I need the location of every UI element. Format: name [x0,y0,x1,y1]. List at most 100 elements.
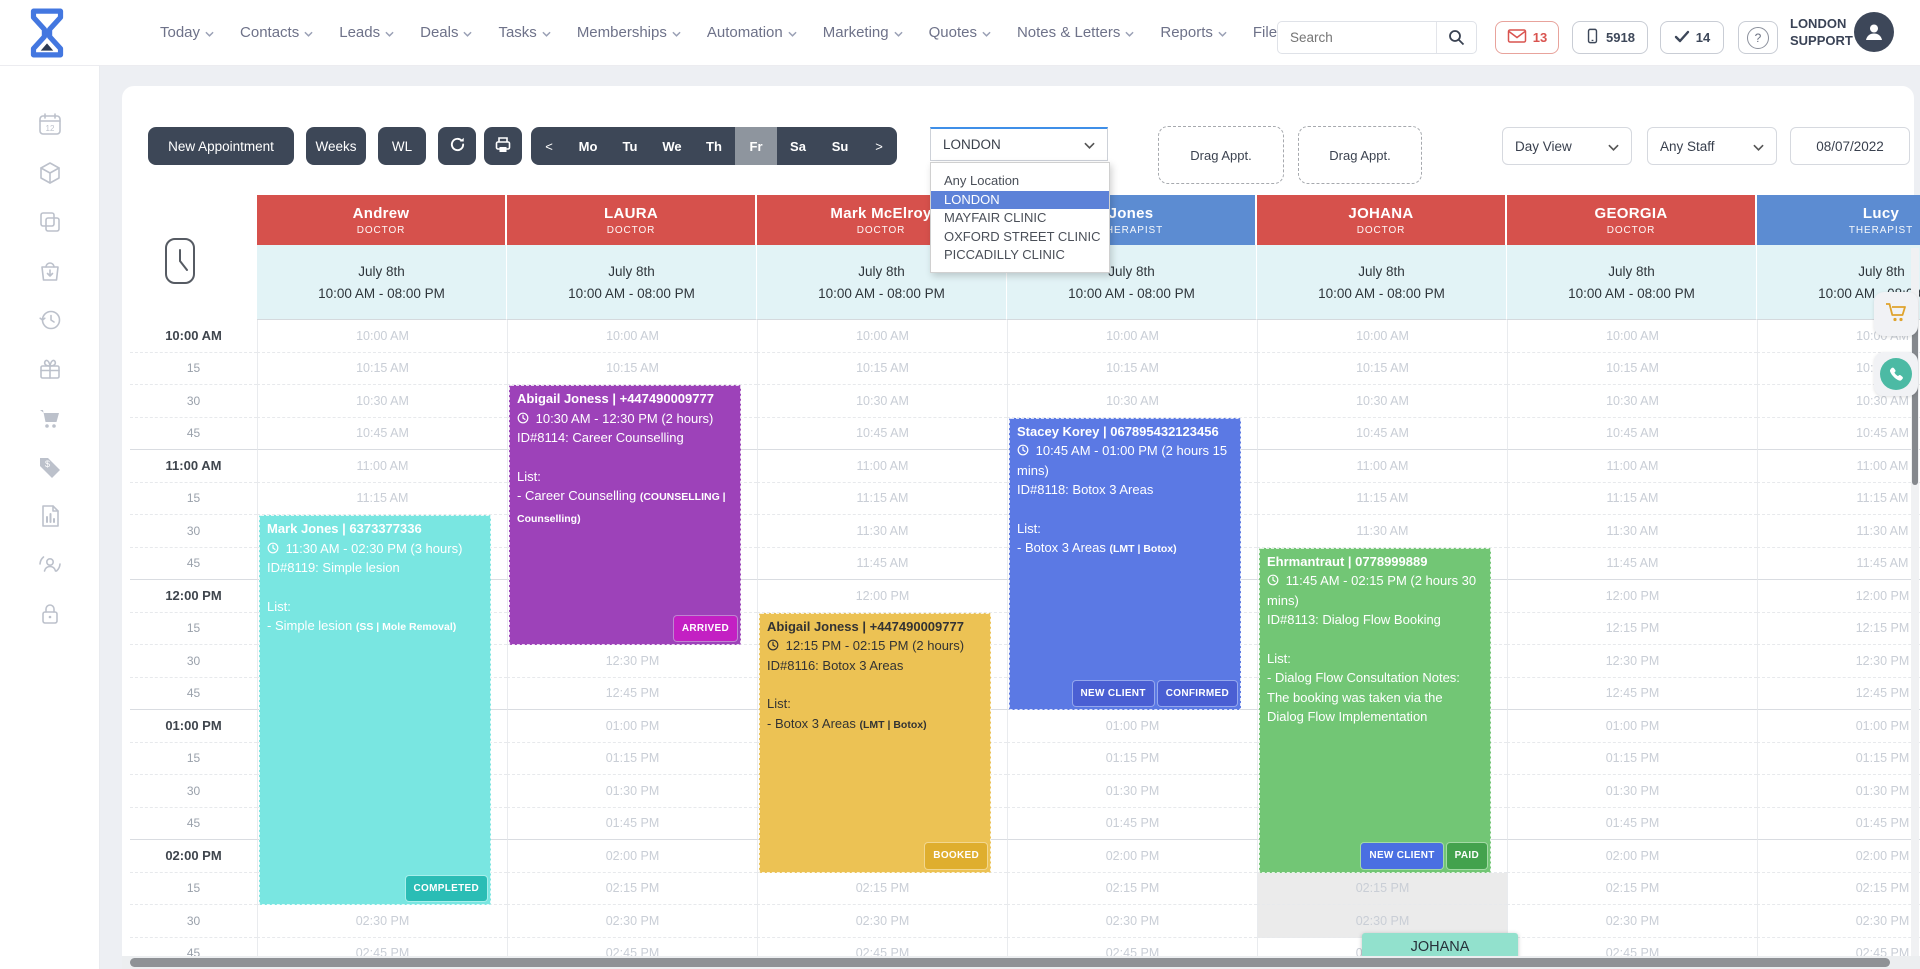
calendar-cell[interactable]: 10:00 AM [257,320,507,353]
calendar-cell[interactable]: 01:45 PM [507,807,757,840]
calendar-cell[interactable]: 02:30 PM [257,905,507,938]
nav-item-tasks[interactable]: Tasks [498,24,551,41]
calendar-cell[interactable]: 01:30 PM [507,775,757,808]
calendar-cell[interactable]: 10:15 AM [507,352,757,385]
calendar-cell[interactable]: 01:45 PM [1007,807,1257,840]
copy-icon[interactable] [37,209,63,235]
day-button-we[interactable]: We [662,138,682,154]
calendar-cell[interactable]: 02:00 PM [1507,840,1757,873]
calendar-cell[interactable]: 01:45 PM [1757,807,1920,840]
previous-day-button[interactable]: < [545,138,553,154]
appointment-card[interactable]: Mark Jones | 6373377336 11:30 AM - 02:30… [259,515,491,905]
calendar-cell[interactable]: 12:45 PM [507,677,757,710]
next-day-button[interactable]: > [875,138,883,154]
calendar-cell[interactable]: 10:00 AM [1007,320,1257,353]
calendar-cell[interactable]: 10:30 AM [257,385,507,418]
calendar-cell[interactable]: 01:45 PM [1507,807,1757,840]
day-button-su[interactable]: Su [831,138,849,154]
drag-appointment-slot-1[interactable]: Drag Appt. [1158,126,1284,184]
calendar-cell[interactable]: 12:00 PM [1507,580,1757,613]
calendar-cell[interactable]: 11:15 AM [1757,482,1920,515]
location-option-oxford-street-clinic[interactable]: OXFORD STREET CLINIC [944,228,1101,244]
calendar-cell[interactable]: 11:00 AM [257,450,507,483]
calendar-cell[interactable]: 12:30 PM [1507,645,1757,678]
calendar-cell[interactable]: 02:30 PM [1007,905,1257,938]
calendar-cell[interactable]: 10:15 AM [1257,352,1507,385]
nav-item-files[interactable]: Files [1253,24,1285,41]
tasks-button[interactable]: 14 [1660,21,1724,54]
search-input[interactable] [1278,22,1436,53]
location-select[interactable]: LONDON [930,127,1108,161]
calendar-cell[interactable]: 11:30 AM [1507,515,1757,548]
calendar-cell[interactable]: 02:30 PM [1507,905,1757,938]
cart-button[interactable] [1874,292,1918,336]
calendar-cell[interactable]: 01:15 PM [507,742,757,775]
nav-item-deals[interactable]: Deals [420,24,473,41]
help-button[interactable]: ? [1738,21,1778,54]
calendar-cell[interactable]: 02:00 PM [1757,840,1920,873]
print-button[interactable] [484,127,522,165]
call-button[interactable] [1874,352,1918,396]
calendar-cell[interactable]: 01:15 PM [1507,742,1757,775]
calendar-cell[interactable]: 12:30 PM [507,645,757,678]
nav-item-notes-letters[interactable]: Notes & Letters [1017,24,1134,41]
calendar-cell[interactable]: 01:00 PM [507,710,757,743]
calendar-cell[interactable]: 01:00 PM [1007,710,1257,743]
calendar-cell[interactable]: 02:00 PM [1007,840,1257,873]
calendar-cell[interactable]: 11:30 AM [1257,515,1507,548]
calendar-cell[interactable]: 10:00 AM [507,320,757,353]
calendar-cell[interactable]: 11:15 AM [1257,482,1507,515]
calendar-cell[interactable]: 02:15 PM [1507,872,1757,905]
drag-appointment-slot-2[interactable]: Drag Appt. [1298,126,1422,184]
calendar-cell[interactable]: 10:15 AM [1007,352,1257,385]
calendar-cell[interactable]: 01:15 PM [1007,742,1257,775]
calendar-cell[interactable]: 10:15 AM [257,352,507,385]
calendar-cell[interactable]: 12:30 PM [1757,645,1920,678]
calendar-cell[interactable]: 11:30 AM [1757,515,1920,548]
calendar-cell[interactable]: 10:45 AM [1257,417,1507,450]
calendar-cell[interactable]: 12:00 PM [1757,580,1920,613]
lock-icon[interactable] [37,601,63,627]
staff-select[interactable]: Any Staff [1647,127,1777,165]
calendar-cell[interactable]: 02:30 PM [1757,905,1920,938]
calendar-cell[interactable]: 10:45 AM [1757,417,1920,450]
calendar-cell[interactable]: 01:00 PM [1757,710,1920,743]
nav-item-memberships[interactable]: Memberships [577,24,681,41]
calendar-cell[interactable]: 11:45 AM [1507,547,1757,580]
calendar-cell[interactable]: 11:45 AM [1757,547,1920,580]
calendar-cell[interactable]: 02:30 PM [757,905,1007,938]
calendar-cell[interactable]: 01:30 PM [1507,775,1757,808]
calendar-cell[interactable]: 10:45 AM [1507,417,1757,450]
calendar-cell[interactable]: 02:15 PM [757,872,1007,905]
appointment-card[interactable]: Stacey Korey | 067895432123456 10:45 AM … [1009,417,1241,710]
nav-item-marketing[interactable]: Marketing [823,24,903,41]
calendar-icon[interactable]: 12 [37,111,63,137]
calendar-cell[interactable]: 02:15 PM [1757,872,1920,905]
horizontal-scrollbar[interactable] [122,956,1920,969]
nav-item-automation[interactable]: Automation [707,24,797,41]
location-option-piccadilly-clinic[interactable]: PICCADILLY CLINIC [944,247,1065,262]
calendar-cell[interactable]: 12:00 PM [757,580,1007,613]
calendar-cell[interactable]: 11:00 AM [1757,450,1920,483]
waitlist-button[interactable]: WL [378,127,426,165]
calendar-cell[interactable]: 01:30 PM [1757,775,1920,808]
day-button-th[interactable]: Th [706,138,722,154]
calendar-cell[interactable]: 12:45 PM [1757,677,1920,710]
calendar-cell[interactable]: 10:30 AM [1257,385,1507,418]
user-sync-icon[interactable] [37,552,63,578]
calendar-cell[interactable]: 12:15 PM [1757,612,1920,645]
calendar-cell[interactable]: 10:30 AM [757,385,1007,418]
calendar-cell[interactable]: 01:15 PM [1757,742,1920,775]
report-icon[interactable] [37,503,63,529]
calendar-cell[interactable]: 12:15 PM [1507,612,1757,645]
bag-icon[interactable] [37,258,63,284]
gift-icon[interactable] [37,356,63,382]
history-icon[interactable] [37,307,63,333]
calendar-cell[interactable]: 10:30 AM [1007,385,1257,418]
new-appointment-button[interactable]: New Appointment [148,127,294,165]
search-icon[interactable] [1436,22,1476,53]
calendar-cell[interactable]: 10:15 AM [1507,352,1757,385]
calendar-cell[interactable]: 10:00 AM [757,320,1007,353]
day-button-fr[interactable]: Fr [735,127,777,165]
day-button-mo[interactable]: Mo [578,138,598,154]
